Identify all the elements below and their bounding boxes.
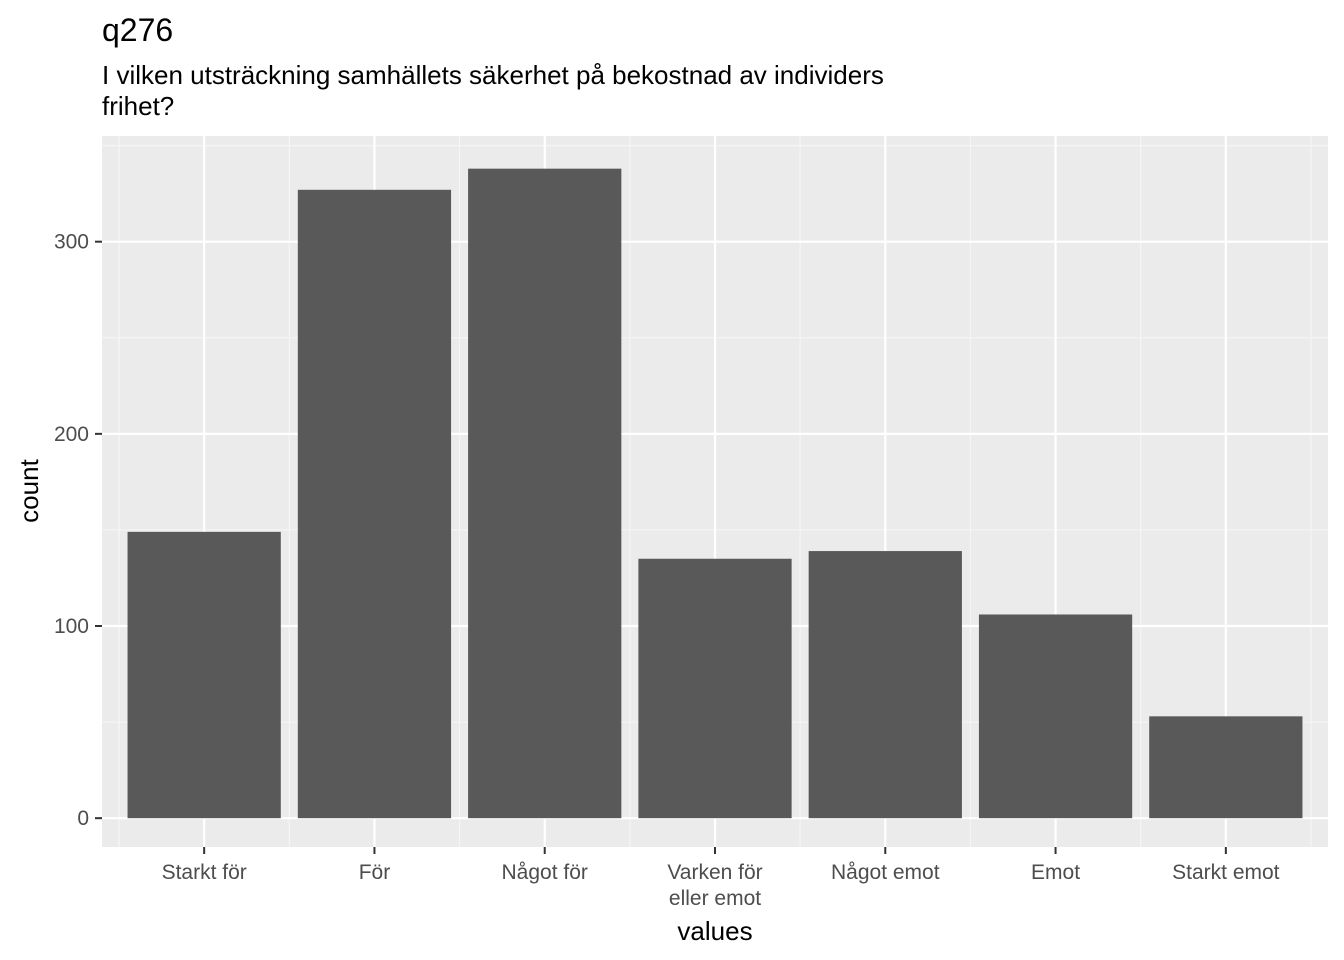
bar [978,614,1133,819]
y-tick-label: 300 [54,231,89,254]
y-tick-label: 200 [54,423,89,446]
x-tick-label: Varken för eller emot [667,861,762,910]
bar [127,531,281,819]
x-tick-label: Starkt för [162,861,247,884]
y-tick-label: 0 [77,807,89,830]
y-axis: 0 100 200 300 [54,231,102,830]
x-tick-label: Emot [1031,861,1080,884]
x-tick-label: Något för [502,861,588,884]
x-axis: Starkt för För Något för Varken för eller em… [162,847,1280,910]
x-tick-label: För [359,861,391,884]
x-tick-label: Något emot [831,861,940,884]
x-tick-label: Starkt emot [1172,861,1280,884]
y-axis-title: count [14,458,44,522]
bars [127,168,1303,819]
y-tick-label: 100 [54,615,89,638]
x-axis-title: values [677,916,752,946]
bar [1149,716,1303,819]
bar [638,558,792,819]
bar [468,168,622,819]
chart-subtitle-line-2: frihet? [102,91,174,121]
bar [808,551,962,819]
bar [297,189,452,819]
chart-subtitle-line-1: I vilken utsträckning samhällets säkerhe… [102,60,884,90]
chart-title: q276 [102,12,173,48]
